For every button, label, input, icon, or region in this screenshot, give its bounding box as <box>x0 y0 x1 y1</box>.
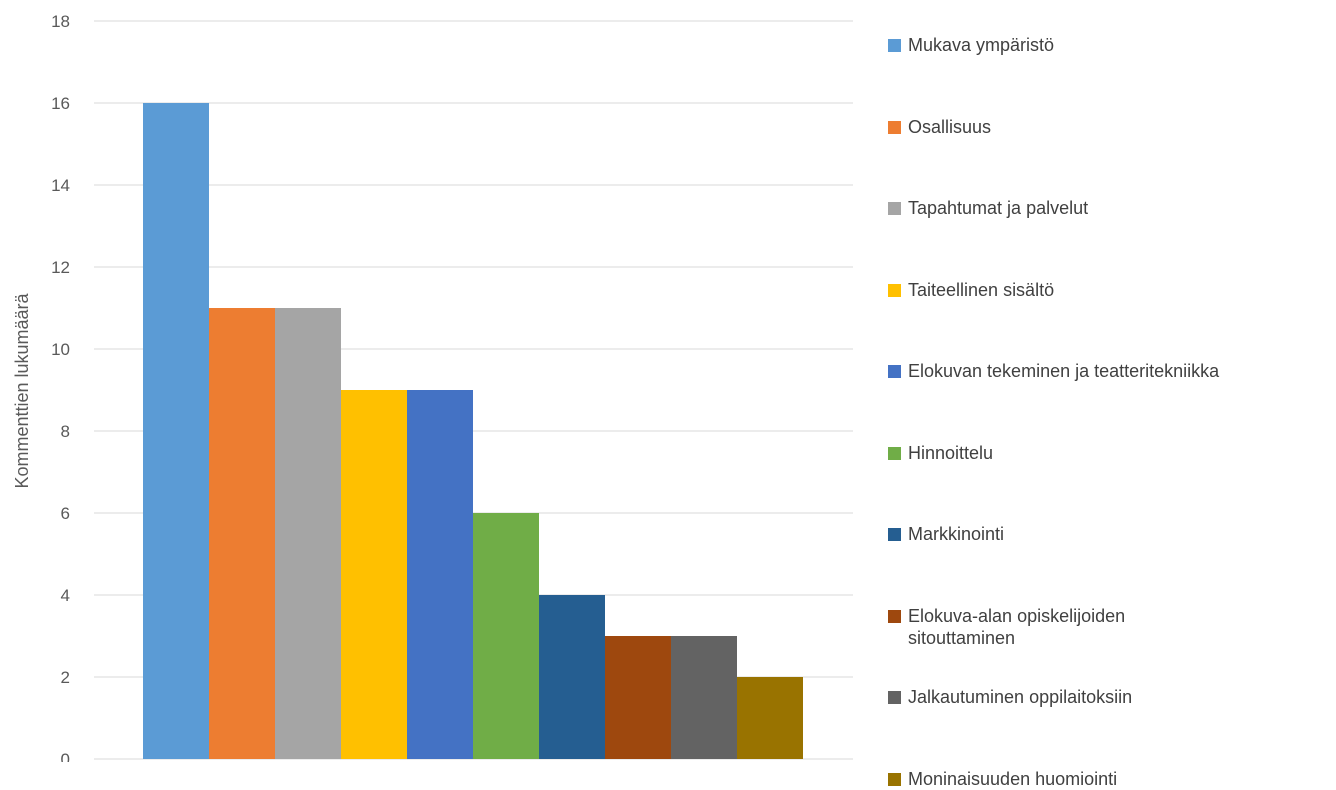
bar-7 <box>539 595 605 759</box>
legend-swatch <box>888 283 901 297</box>
y-tick-label: 2 <box>61 668 70 687</box>
legend-swatch <box>888 446 901 460</box>
legend-item: Markkinointi <box>888 523 1336 545</box>
legend-label: Hinnoittelu <box>908 442 994 463</box>
legend-item: Elokuvan tekeminen ja teatteritekniikka <box>888 360 1336 382</box>
y-tick-label: 14 <box>51 176 70 195</box>
legend-label: Taiteellinen sisältö <box>908 279 1055 300</box>
bar-5 <box>407 390 473 759</box>
legend-item: Mukava ympäristö <box>888 34 1336 56</box>
legend-label: Mukava ympäristö <box>908 35 1055 55</box>
legend-swatch <box>888 691 901 704</box>
legend-item: Hinnoittelu <box>888 442 1336 464</box>
legend-item: Elokuva-alan opiskelijoiden sitouttamine… <box>888 605 1336 649</box>
legend-swatch <box>888 772 901 786</box>
legend-label: Tapahtumat ja palvelut <box>908 198 1089 218</box>
legend-swatch <box>888 528 901 541</box>
legend-item: Taiteellinen sisältö <box>888 279 1336 301</box>
y-axis-ticks: 0 2 4 6 8 10 12 14 16 18 <box>51 12 70 762</box>
y-tick-label: 4 <box>61 586 70 605</box>
y-tick-label: 0 <box>61 750 70 762</box>
y-tick-label: 18 <box>51 12 70 31</box>
legend-swatch <box>888 202 901 215</box>
legend-item: Osallisuus <box>888 116 1336 138</box>
legend-label: Markkinointi <box>908 524 1005 544</box>
bar-8 <box>605 636 671 759</box>
legend-label: Osallisuus <box>908 116 992 137</box>
legend-swatch <box>888 365 901 378</box>
bar-1 <box>143 103 209 759</box>
y-tick-label: 12 <box>51 258 70 277</box>
bar-chart: 0 2 4 6 8 10 12 14 16 18 Kommenttien lukumäärä <box>12 12 853 762</box>
bar-2 <box>209 308 275 759</box>
legend-swatch <box>888 609 901 623</box>
bar-9 <box>671 636 737 759</box>
legend-item: Jalkautuminen oppilaitoksiin <box>888 686 1336 708</box>
legend-item: Moninaisuuden huomiointi <box>888 768 1336 790</box>
legend-label: Jalkautuminen oppilaitoksiin <box>908 687 1133 707</box>
y-tick-label: 10 <box>51 340 70 359</box>
legend-label: Elokuva-alan opiskelijoiden sitouttamine… <box>908 605 1126 648</box>
y-tick-label: 6 <box>61 504 70 523</box>
y-axis-label: Kommenttien lukumäärä <box>12 292 32 488</box>
legend-label: Moninaisuuden huomiointi <box>908 768 1118 789</box>
bar-6 <box>473 513 539 759</box>
bar-3 <box>275 308 341 759</box>
legend-swatch <box>888 39 901 52</box>
bar-10 <box>737 677 803 759</box>
y-tick-label: 16 <box>51 94 70 113</box>
legend-item: Tapahtumat ja palvelut <box>888 197 1336 219</box>
legend-swatch <box>888 120 901 134</box>
bar-4 <box>341 390 407 759</box>
bars <box>143 103 803 759</box>
y-tick-label: 8 <box>61 422 70 441</box>
legend-label: Elokuvan tekeminen ja teatteritekniikka <box>908 361 1220 381</box>
